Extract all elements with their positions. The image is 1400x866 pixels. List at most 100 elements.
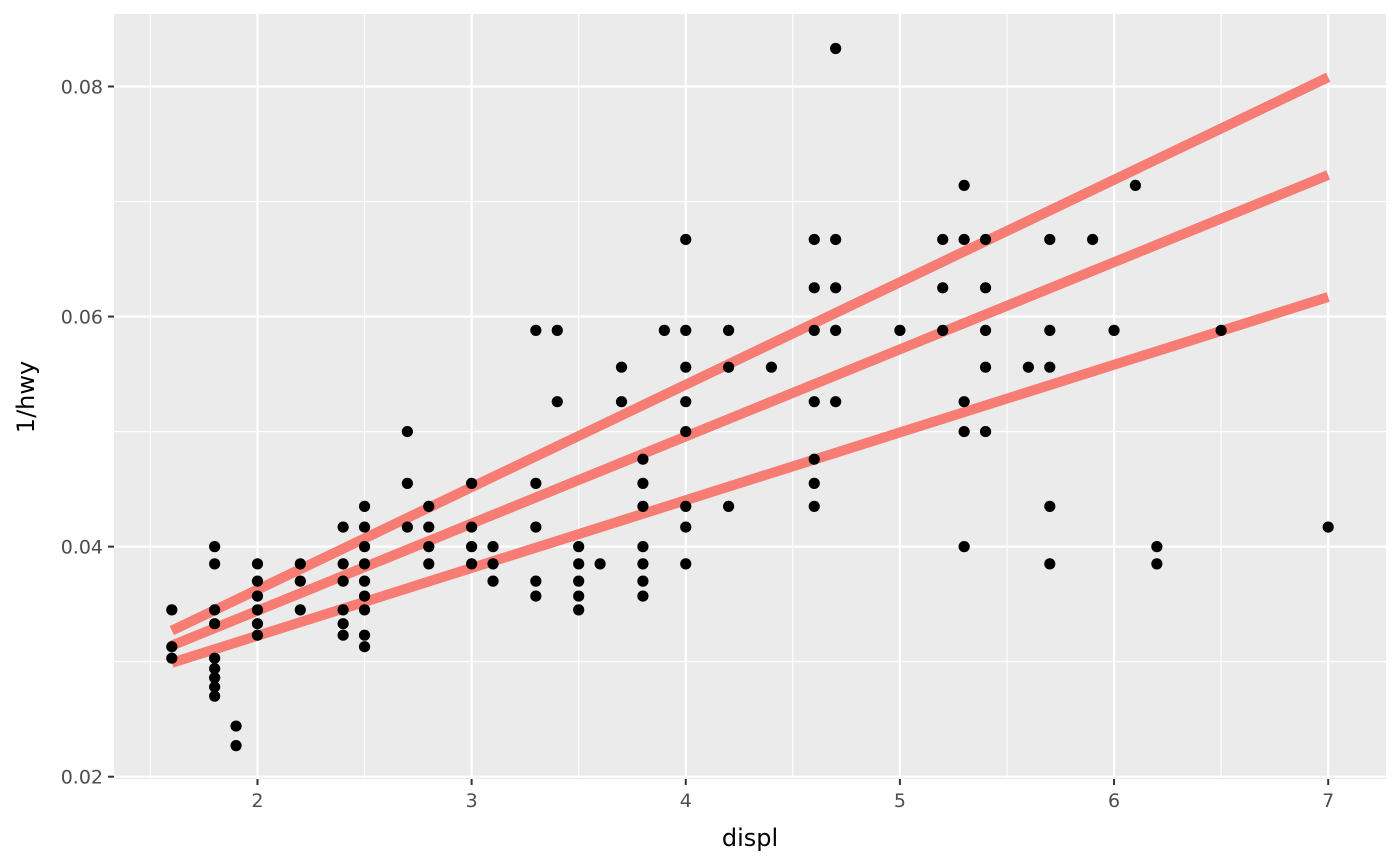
data-point — [637, 500, 649, 512]
data-point — [337, 618, 349, 630]
data-point — [958, 179, 970, 192]
data-point — [979, 324, 992, 336]
data-point — [808, 477, 820, 489]
data-point — [680, 361, 692, 373]
data-point — [1151, 558, 1163, 570]
data-point — [530, 575, 542, 587]
x-tick-label: 2 — [251, 790, 263, 812]
data-point — [979, 361, 992, 373]
data-point — [466, 477, 478, 489]
data-point — [680, 425, 692, 438]
data-point — [830, 233, 842, 246]
data-point — [937, 324, 949, 336]
data-point — [937, 282, 949, 294]
data-point — [551, 396, 563, 408]
x-axis-title: displ — [722, 824, 778, 852]
data-point — [637, 575, 649, 587]
data-point — [401, 425, 413, 438]
data-point — [1044, 558, 1056, 570]
data-point — [466, 541, 478, 553]
data-point — [337, 629, 349, 641]
data-point — [401, 521, 413, 533]
data-point — [637, 541, 649, 553]
data-point — [680, 521, 692, 533]
data-point — [401, 477, 413, 489]
data-point — [637, 590, 649, 602]
data-point — [615, 361, 628, 373]
data-point — [251, 575, 264, 587]
data-point — [530, 324, 542, 336]
data-point — [358, 558, 371, 570]
scatter-points — [166, 42, 1334, 752]
data-point — [573, 558, 585, 570]
y-tick-label: 0.02 — [61, 767, 103, 789]
data-point — [337, 575, 349, 587]
x-tick-label: 6 — [1108, 790, 1120, 812]
data-point — [358, 629, 371, 641]
data-point — [958, 541, 970, 553]
data-point — [979, 233, 992, 246]
data-point — [337, 604, 349, 616]
data-point — [337, 521, 349, 533]
data-point — [680, 500, 692, 512]
quantile-line-3 — [170, 292, 1330, 668]
data-point — [251, 590, 264, 602]
data-point — [1044, 500, 1056, 512]
x-tick-label: 7 — [1322, 790, 1334, 812]
data-point — [551, 324, 563, 336]
data-point — [1044, 233, 1056, 246]
data-point — [209, 672, 221, 684]
data-point — [423, 500, 435, 512]
data-point — [808, 324, 820, 336]
data-point — [958, 396, 970, 408]
major-gridlines — [114, 14, 1386, 779]
data-point — [230, 740, 242, 752]
data-point — [658, 324, 670, 336]
x-tick-label: 4 — [680, 790, 692, 812]
data-point — [337, 558, 349, 570]
data-point — [530, 590, 542, 602]
data-point — [573, 541, 585, 553]
data-point — [958, 425, 970, 438]
data-point — [251, 618, 264, 630]
data-point — [1087, 233, 1099, 246]
data-point — [209, 618, 221, 630]
data-point — [530, 521, 542, 533]
data-point — [1322, 521, 1334, 533]
data-point — [466, 521, 478, 533]
data-point — [1108, 324, 1120, 336]
data-point — [358, 641, 371, 653]
data-point — [573, 590, 585, 602]
data-point — [487, 575, 499, 587]
data-point — [209, 558, 221, 570]
data-point — [722, 324, 735, 336]
data-point — [358, 541, 371, 553]
data-point — [251, 558, 264, 570]
data-point — [1022, 361, 1034, 373]
data-point — [808, 500, 820, 512]
data-point — [680, 324, 692, 336]
quantile-line-1 — [169, 72, 1331, 636]
data-point — [209, 690, 221, 702]
x-tick-label: 5 — [894, 790, 906, 812]
data-point — [722, 361, 735, 373]
y-tick-label: 0.04 — [61, 537, 103, 559]
data-point — [1044, 361, 1056, 373]
data-point — [680, 558, 692, 570]
plot-panel — [114, 14, 1386, 779]
data-point — [166, 641, 178, 653]
data-point — [530, 477, 542, 489]
data-point — [423, 558, 435, 570]
data-point — [808, 282, 820, 294]
y-axis: 0.02 0.04 0.06 0.08 — [61, 76, 114, 789]
data-point — [358, 521, 371, 533]
data-point — [209, 662, 221, 675]
data-point — [251, 604, 264, 616]
data-point — [166, 604, 178, 616]
data-point — [637, 558, 649, 570]
data-point — [894, 324, 906, 336]
x-tick-label: 3 — [466, 790, 478, 812]
data-point — [487, 558, 499, 570]
data-point — [358, 590, 371, 602]
